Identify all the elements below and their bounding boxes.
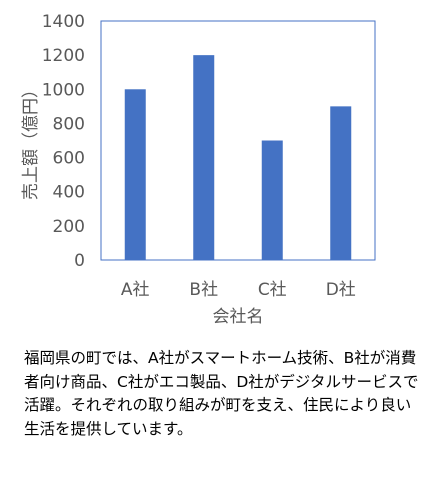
y-tick-label: 1400 (42, 12, 85, 32)
y-tick-label: 200 (53, 217, 85, 237)
y-tick-label: 400 (53, 183, 85, 203)
caption-text: 福岡県の町では、A社がスマートホーム技術、B社が消費者向け商品、C社がエコ製品、… (24, 349, 419, 438)
plot-frame (100, 20, 376, 261)
y-tick-label: 1000 (42, 80, 85, 100)
bar (330, 106, 352, 260)
bar (261, 140, 283, 260)
bar (193, 55, 215, 261)
x-category-label: A社 (121, 280, 150, 300)
x-axis-category-labels: A社 B社 C社 D社 (121, 280, 356, 300)
x-category-label: C社 (258, 280, 287, 300)
y-tick-label: 0 (74, 251, 85, 271)
x-axis-title: 会社名 (213, 307, 264, 327)
y-tick-label: 800 (53, 114, 85, 134)
y-axis-ticks: 0 200 400 600 800 1000 1200 1400 (42, 12, 85, 271)
y-axis-title: 売上額（億円） (21, 81, 41, 200)
y-tick-label: 1200 (42, 46, 85, 66)
bars (124, 55, 352, 261)
x-category-label: B社 (189, 280, 218, 300)
x-category-label: D社 (326, 280, 356, 300)
bar-chart: 0 200 400 600 800 1000 1200 1400 A社 B社 C社 D社 会社名 売… (21, 12, 376, 327)
y-tick-label: 600 (53, 149, 85, 169)
bar (124, 89, 146, 261)
